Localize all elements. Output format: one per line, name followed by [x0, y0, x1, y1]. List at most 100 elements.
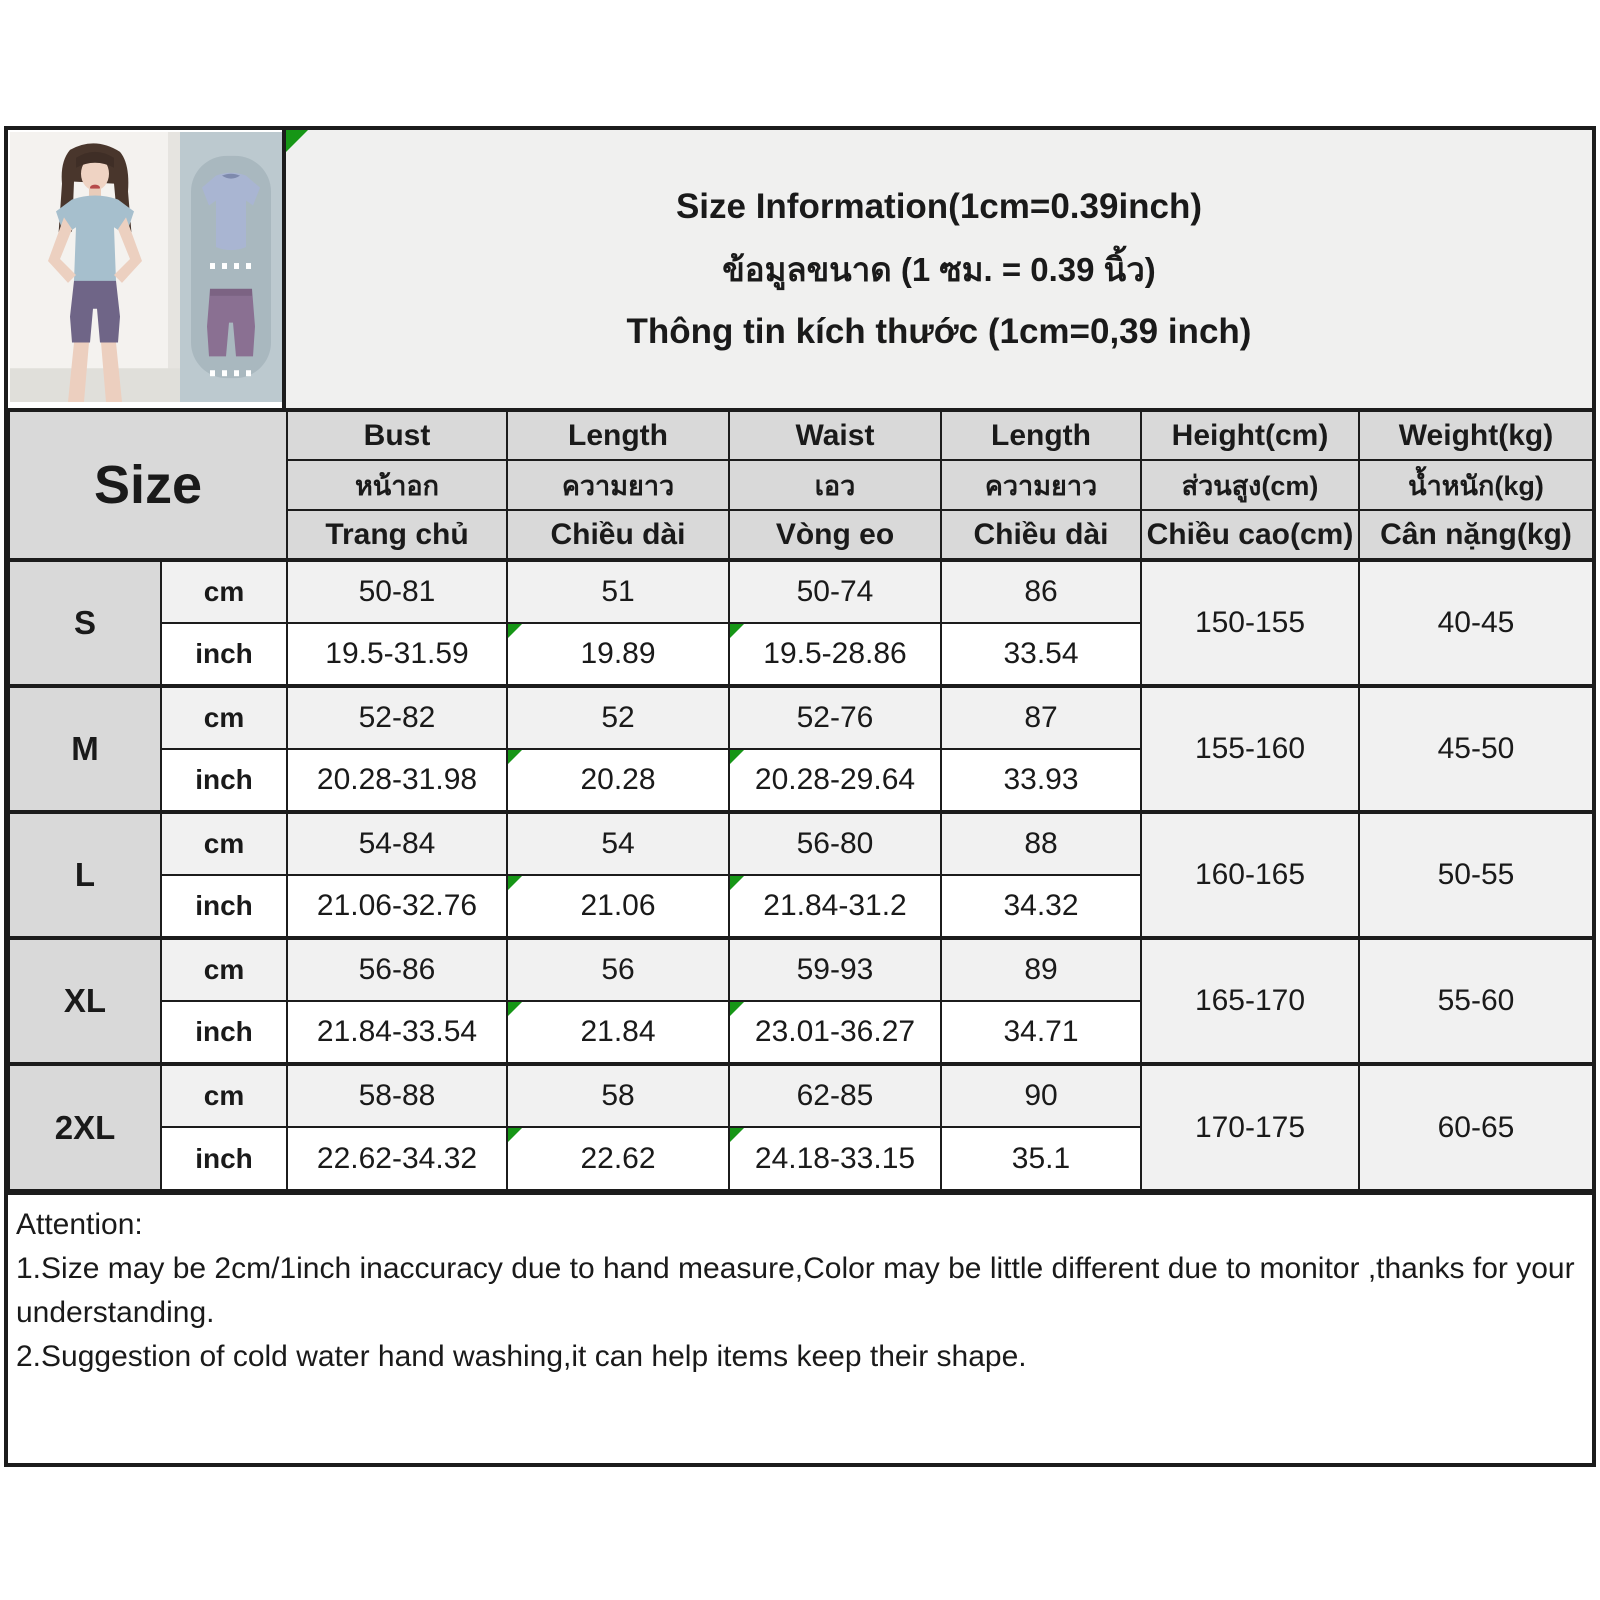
col-header-length-th: ความยาว [506, 459, 730, 511]
inch-value-XL-2: 23.01-36.27 [728, 1000, 942, 1065]
col-header-weight-th: น้ำหนัก(kg) [1358, 459, 1594, 511]
inch-value-S-3: 33.54 [940, 622, 1142, 687]
col-header-bust-th: หน้าอก [286, 459, 508, 511]
col-header-height-th: ส่วนสูง(cm) [1140, 459, 1360, 511]
tee-size-dots [210, 263, 251, 269]
unit-label-inch: inch [160, 748, 288, 813]
size-label-M: M [8, 684, 162, 813]
unit-label-inch: inch [160, 1000, 288, 1065]
inch-value-M-0: 20.28-31.98 [286, 748, 508, 813]
size-label-XL: XL [8, 936, 162, 1065]
inch-value-M-3: 33.93 [940, 748, 1142, 813]
attention-line-1: 1.Size may be 2cm/1inch inaccuracy due t… [16, 1252, 1575, 1329]
height-value-2XL: 170-175 [1140, 1062, 1360, 1191]
inch-value-L-1: 21.06 [506, 874, 730, 939]
title-vietnamese: Thông tin kích thước (1cm=0,39 inch) [626, 311, 1252, 351]
inch-value-2XL-0: 22.62-34.32 [286, 1126, 508, 1191]
green-corner-flag-icon [286, 130, 308, 152]
inch-value-XL-1: 21.84 [506, 1000, 730, 1065]
corner-header-size: Size [8, 409, 288, 561]
col-header-bust-en: Bust [286, 409, 508, 461]
inch-value-XL-3: 34.71 [940, 1000, 1142, 1065]
shorts-size-dots [210, 370, 251, 377]
size-table: Size Bust Length Waist Length Height(cm)… [8, 408, 1594, 1191]
cm-value-2XL-0: 58-88 [286, 1062, 508, 1128]
inch-value-L-2: 21.84-31.2 [728, 874, 942, 939]
cm-value-S-0: 50-81 [286, 558, 508, 624]
title-english: Size Information(1cm=0.39inch) [675, 186, 1203, 226]
col-header-weight-en: Weight(kg) [1358, 409, 1594, 461]
col-header-waist-th: เอว [728, 459, 942, 511]
size-chart-sheet: Size Information(1cm=0.39inch) ข้อมูลขนา… [4, 126, 1596, 1467]
weight-value-L: 50-55 [1358, 810, 1594, 939]
unit-label-inch: inch [160, 1126, 288, 1191]
col-header-height-vi: Chiều cao(cm) [1140, 509, 1360, 561]
cm-value-2XL-2: 62-85 [728, 1062, 942, 1128]
model-photo [10, 132, 180, 402]
inch-value-2XL-1: 22.62 [506, 1126, 730, 1191]
col-header-waist-en: Waist [728, 409, 942, 461]
cm-value-L-2: 56-80 [728, 810, 942, 876]
inch-value-S-1: 19.89 [506, 622, 730, 687]
size-label-L: L [8, 810, 162, 939]
unit-label-inch: inch [160, 874, 288, 939]
col-header-waist-vi: Vòng eo [728, 509, 942, 561]
col-header-length2-en: Length [940, 409, 1142, 461]
unit-label-cm: cm [160, 558, 288, 624]
unit-label-inch: inch [160, 622, 288, 687]
weight-value-XL: 55-60 [1358, 936, 1594, 1065]
inch-value-2XL-2: 24.18-33.15 [728, 1126, 942, 1191]
cm-value-L-1: 54 [506, 810, 730, 876]
cm-value-S-2: 50-74 [728, 558, 942, 624]
col-header-length-en: Length [506, 409, 730, 461]
attention-line-2: 2.Suggestion of cold water hand washing,… [16, 1340, 1027, 1373]
inch-value-L-3: 34.32 [940, 874, 1142, 939]
height-value-L: 160-165 [1140, 810, 1360, 939]
unit-label-cm: cm [160, 810, 288, 876]
weight-value-2XL: 60-65 [1358, 1062, 1594, 1191]
col-header-length-vi: Chiều dài [506, 509, 730, 561]
cm-value-M-1: 52 [506, 684, 730, 750]
title-thai: ข้อมูลขนาด (1 ซม. = 0.39 นิ้ว) [722, 250, 1156, 288]
cm-value-2XL-3: 90 [940, 1062, 1142, 1128]
cm-value-XL-1: 56 [506, 936, 730, 1002]
height-value-M: 155-160 [1140, 684, 1360, 813]
col-header-bust-vi: Trang chủ [286, 509, 508, 561]
cm-value-L-0: 54-84 [286, 810, 508, 876]
weight-value-M: 45-50 [1358, 684, 1594, 813]
size-info-title-cell: Size Information(1cm=0.39inch) ข้อมูลขนา… [286, 130, 1592, 408]
cm-value-M-3: 87 [940, 684, 1142, 750]
col-header-weight-vi: Cân nặng(kg) [1358, 509, 1594, 561]
inch-value-2XL-3: 35.1 [940, 1126, 1142, 1191]
cm-value-S-3: 86 [940, 558, 1142, 624]
attention-heading: Attention: [16, 1208, 143, 1241]
cm-value-M-2: 52-76 [728, 684, 942, 750]
product-set-photo [180, 132, 282, 402]
size-label-S: S [8, 558, 162, 687]
inch-value-L-0: 21.06-32.76 [286, 874, 508, 939]
cm-value-L-3: 88 [940, 810, 1142, 876]
cm-value-XL-0: 56-86 [286, 936, 508, 1002]
col-header-length2-th: ความยาว [940, 459, 1142, 511]
inch-value-M-1: 20.28 [506, 748, 730, 813]
unit-label-cm: cm [160, 1062, 288, 1128]
inch-value-S-2: 19.5-28.86 [728, 622, 942, 687]
size-label-2XL: 2XL [8, 1062, 162, 1191]
product-photos [8, 130, 286, 408]
height-value-S: 150-155 [1140, 558, 1360, 687]
inch-value-S-0: 19.5-31.59 [286, 622, 508, 687]
unit-label-cm: cm [160, 684, 288, 750]
height-value-XL: 165-170 [1140, 936, 1360, 1065]
weight-value-S: 40-45 [1358, 558, 1594, 687]
col-header-height-en: Height(cm) [1140, 409, 1360, 461]
cm-value-S-1: 51 [506, 558, 730, 624]
unit-label-cm: cm [160, 936, 288, 1002]
inch-value-M-2: 20.28-29.64 [728, 748, 942, 813]
cm-value-2XL-1: 58 [506, 1062, 730, 1128]
col-header-length2-vi: Chiều dài [940, 509, 1142, 561]
cm-value-XL-3: 89 [940, 936, 1142, 1002]
cm-value-XL-2: 59-93 [728, 936, 942, 1002]
inch-value-XL-0: 21.84-33.54 [286, 1000, 508, 1065]
